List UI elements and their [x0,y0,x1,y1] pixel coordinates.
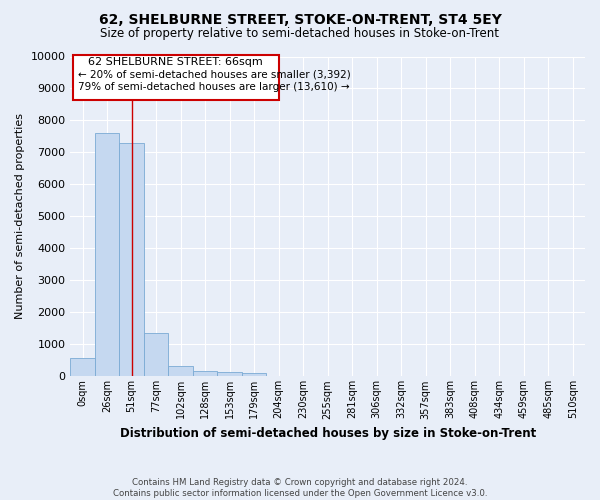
Bar [217,372,242,376]
Text: Contains HM Land Registry data © Crown copyright and database right 2024.
Contai: Contains HM Land Registry data © Crown c… [113,478,487,498]
Text: 62, SHELBURNE STREET, STOKE-ON-TRENT, ST4 5EY: 62, SHELBURNE STREET, STOKE-ON-TRENT, ST… [98,12,502,26]
Bar [70,358,95,376]
X-axis label: Distribution of semi-detached houses by size in Stoke-on-Trent: Distribution of semi-detached houses by … [119,427,536,440]
FancyBboxPatch shape [73,55,279,100]
Bar [242,373,266,376]
Bar [144,333,169,376]
Bar [119,143,144,376]
Bar [95,134,119,376]
Text: 62 SHELBURNE STREET: 66sqm: 62 SHELBURNE STREET: 66sqm [88,57,263,67]
Text: ← 20% of semi-detached houses are smaller (3,392): ← 20% of semi-detached houses are smalle… [78,70,350,80]
Text: Size of property relative to semi-detached houses in Stoke-on-Trent: Size of property relative to semi-detach… [101,28,499,40]
Y-axis label: Number of semi-detached properties: Number of semi-detached properties [15,114,25,320]
Bar [193,371,217,376]
Text: 79% of semi-detached houses are larger (13,610) →: 79% of semi-detached houses are larger (… [78,82,349,92]
Bar [169,366,193,376]
